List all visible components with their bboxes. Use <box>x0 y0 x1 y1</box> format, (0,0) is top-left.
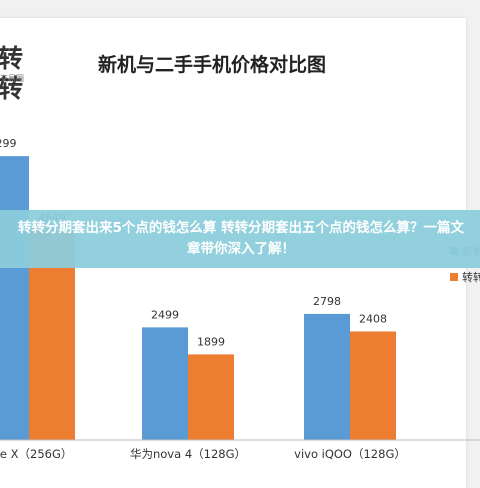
legend-swatch <box>450 273 458 281</box>
data-label: 1899 <box>197 335 225 348</box>
banner-headline[interactable]: 转转分期套出来5个点的钱怎么算 转转分期套出五个点的钱怎么算？一篇文章带你深入了… <box>17 220 465 257</box>
data-label: 2798 <box>313 295 341 308</box>
data-label: 299 <box>0 137 17 150</box>
x-tick-label: 华为nova 4（128G） <box>130 447 246 461</box>
data-label: 2499 <box>151 308 179 321</box>
bar-new-2 <box>304 313 350 440</box>
logo-subtitle: 交易圈 <box>0 74 24 83</box>
headline-banner[interactable]: 转转分期套出来5个点的钱怎么算 转转分期套出五个点的钱怎么算？一篇文章带你深入了… <box>0 210 480 268</box>
x-tick-label: one X（256G） <box>0 447 72 461</box>
legend-label: 转转 <box>462 270 480 284</box>
brand-logo: 转转 交易圈 <box>0 44 40 103</box>
chart-title: 新机与二手手机价格对比图 <box>98 54 327 76</box>
bar-used-2 <box>350 331 396 440</box>
x-tick-label: vivo iQOO（128G） <box>294 447 406 461</box>
bar-new-0 <box>0 156 29 440</box>
bar-used-1 <box>188 354 234 440</box>
data-label: 2408 <box>359 312 387 325</box>
logo-text: 转转 <box>0 44 24 103</box>
bar-new-1 <box>142 327 188 440</box>
